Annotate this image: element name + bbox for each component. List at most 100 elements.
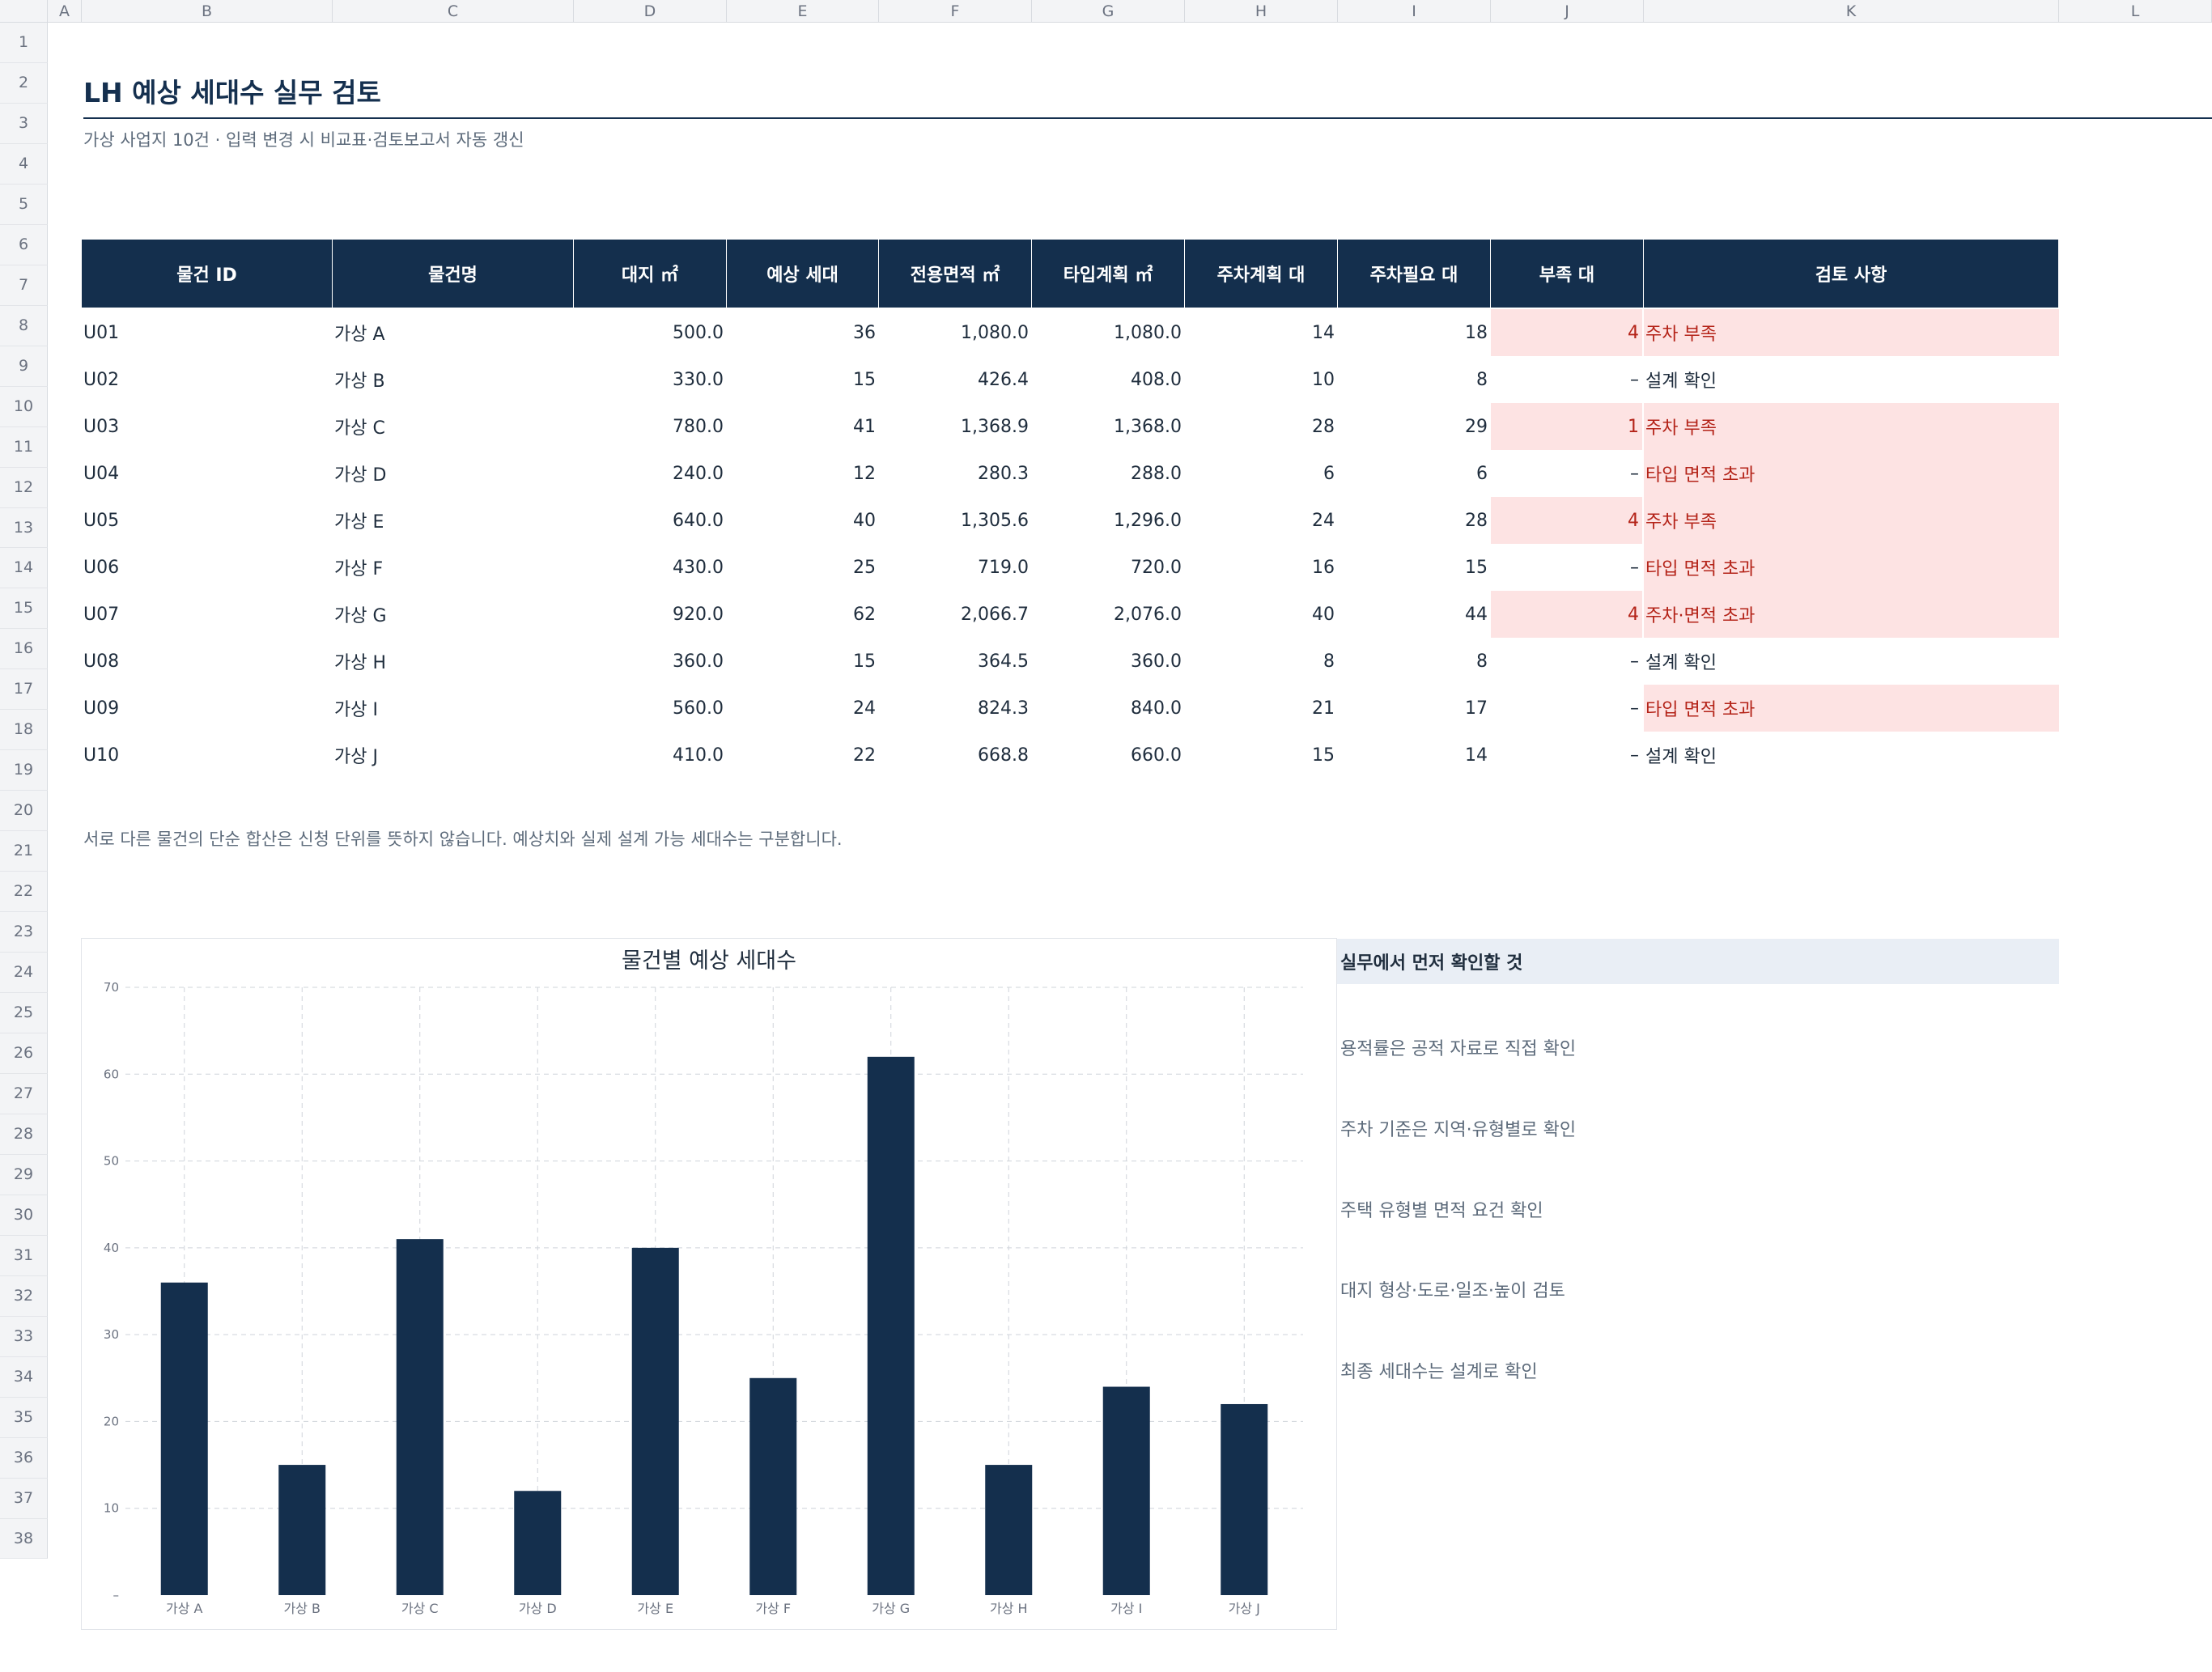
column-header-d[interactable]: D (574, 0, 727, 23)
row-header[interactable]: 19 (0, 750, 48, 791)
cell-shortage[interactable]: – (1630, 463, 1639, 484)
cell-id[interactable]: U08 (83, 651, 120, 672)
cell-site[interactable]: 920.0 (673, 604, 724, 625)
cell-name[interactable]: 가상 E (334, 512, 384, 533)
column-header-l[interactable]: L (2059, 0, 2212, 23)
row-header[interactable]: 4 (0, 143, 48, 185)
cell-area[interactable]: 668.8 (978, 745, 1029, 766)
row-header[interactable]: 15 (0, 588, 48, 630)
cell-review[interactable]: 주차 부족 (1644, 309, 2059, 356)
row-header[interactable]: 28 (0, 1114, 48, 1155)
row-header[interactable]: 10 (0, 386, 48, 427)
cell-site[interactable]: 780.0 (673, 416, 724, 437)
cell-area[interactable]: 1,080.0 (961, 322, 1029, 343)
row-header[interactable]: 33 (0, 1316, 48, 1357)
cell-shortage[interactable]: 1 (1491, 403, 1642, 450)
column-header-k[interactable]: K (1644, 0, 2059, 23)
bar-3[interactable] (396, 1239, 444, 1595)
cell-park-need[interactable]: 28 (1465, 510, 1488, 531)
cell-id[interactable]: U04 (83, 463, 120, 484)
column-header-i[interactable]: I (1338, 0, 1491, 23)
row-header[interactable]: 17 (0, 669, 48, 711)
cell-units[interactable]: 15 (853, 369, 876, 390)
row-header[interactable]: 13 (0, 507, 48, 549)
cell-shortage[interactable]: – (1630, 651, 1639, 672)
cell-shortage[interactable]: 4 (1491, 591, 1642, 638)
cell-review[interactable]: 타입 면적 초과 (1644, 685, 2059, 732)
cell-id[interactable]: U03 (83, 416, 120, 437)
cell-name[interactable]: 가상 G (334, 606, 387, 626)
cell-id[interactable]: U09 (83, 698, 120, 719)
row-header[interactable]: 3 (0, 103, 48, 144)
cell-plan[interactable]: 1,296.0 (1114, 510, 1182, 531)
column-header-h[interactable]: H (1185, 0, 1338, 23)
bar-1[interactable] (160, 1282, 208, 1595)
cell-plan[interactable]: 288.0 (1131, 463, 1182, 484)
cell-plan[interactable]: 408.0 (1131, 369, 1182, 390)
column-header-e[interactable]: E (727, 0, 879, 23)
column-header-a[interactable]: A (48, 0, 82, 23)
cell-park-plan[interactable]: 21 (1312, 698, 1335, 719)
cell-park-need[interactable]: 18 (1465, 322, 1488, 343)
cell-id[interactable]: U07 (83, 604, 120, 625)
cell-shortage[interactable]: – (1630, 369, 1639, 390)
cell-name[interactable]: 가상 B (334, 371, 385, 392)
cell-area[interactable]: 364.5 (978, 651, 1029, 672)
cell-review[interactable]: 설계 확인 (1645, 371, 1717, 392)
row-header[interactable]: 14 (0, 548, 48, 589)
cell-review[interactable]: 주차 부족 (1644, 497, 2059, 544)
cell-site[interactable]: 360.0 (673, 651, 724, 672)
cell-park-plan[interactable]: 10 (1312, 369, 1335, 390)
cell-review[interactable]: 타입 면적 초과 (1644, 450, 2059, 497)
cell-park-plan[interactable]: 16 (1312, 557, 1335, 578)
cell-park-plan[interactable]: 14 (1312, 322, 1335, 343)
cell-park-plan[interactable]: 40 (1312, 604, 1335, 625)
column-header-j[interactable]: J (1491, 0, 1644, 23)
bar-4[interactable] (514, 1491, 562, 1595)
row-header[interactable]: 8 (0, 305, 48, 346)
cell-review[interactable]: 설계 확인 (1645, 653, 1717, 673)
cell-name[interactable]: 가상 C (334, 418, 385, 439)
row-header[interactable]: 38 (0, 1518, 48, 1560)
cell-shortage[interactable]: 4 (1491, 309, 1642, 356)
cell-review[interactable]: 설계 확인 (1645, 747, 1717, 767)
cell-park-need[interactable]: 17 (1465, 698, 1488, 719)
cell-site[interactable]: 640.0 (673, 510, 724, 531)
cell-site[interactable]: 330.0 (673, 369, 724, 390)
cell-area[interactable]: 2,066.7 (961, 604, 1029, 625)
cell-name[interactable]: 가상 H (334, 653, 387, 673)
row-header[interactable]: 26 (0, 1033, 48, 1074)
cell-name[interactable]: 가상 A (334, 325, 385, 345)
cell-units[interactable]: 12 (853, 463, 876, 484)
row-header[interactable]: 37 (0, 1478, 48, 1519)
cell-name[interactable]: 가상 I (334, 700, 378, 720)
cell-park-need[interactable]: 8 (1476, 369, 1488, 390)
row-header[interactable]: 36 (0, 1437, 48, 1479)
bar-9[interactable] (1102, 1386, 1150, 1595)
cell-area[interactable]: 719.0 (978, 557, 1029, 578)
cell-area[interactable]: 280.3 (978, 463, 1029, 484)
cell-id[interactable]: U06 (83, 557, 120, 578)
cell-park-plan[interactable]: 6 (1323, 463, 1335, 484)
cell-site[interactable]: 430.0 (673, 557, 724, 578)
cell-area[interactable]: 1,368.9 (961, 416, 1029, 437)
row-header[interactable]: 1 (0, 23, 48, 63)
row-header[interactable]: 29 (0, 1154, 48, 1195)
row-header[interactable]: 27 (0, 1073, 48, 1114)
column-header-c[interactable]: C (333, 0, 574, 23)
cell-site[interactable]: 240.0 (673, 463, 724, 484)
cell-plan[interactable]: 1,368.0 (1114, 416, 1182, 437)
cell-id[interactable]: U01 (83, 322, 120, 343)
column-header-g[interactable]: G (1032, 0, 1185, 23)
cell-units[interactable]: 62 (853, 604, 876, 625)
cell-shortage[interactable]: – (1630, 698, 1639, 719)
cell-park-need[interactable]: 6 (1476, 463, 1488, 484)
row-header[interactable]: 21 (0, 831, 48, 872)
cell-units[interactable]: 22 (853, 745, 876, 766)
bar-5[interactable] (631, 1247, 679, 1595)
cell-review[interactable]: 타입 면적 초과 (1644, 544, 2059, 591)
bar-6[interactable] (749, 1377, 797, 1595)
cell-id[interactable]: U05 (83, 510, 120, 531)
cell-park-need[interactable]: 14 (1465, 745, 1488, 766)
cell-plan[interactable]: 720.0 (1131, 557, 1182, 578)
